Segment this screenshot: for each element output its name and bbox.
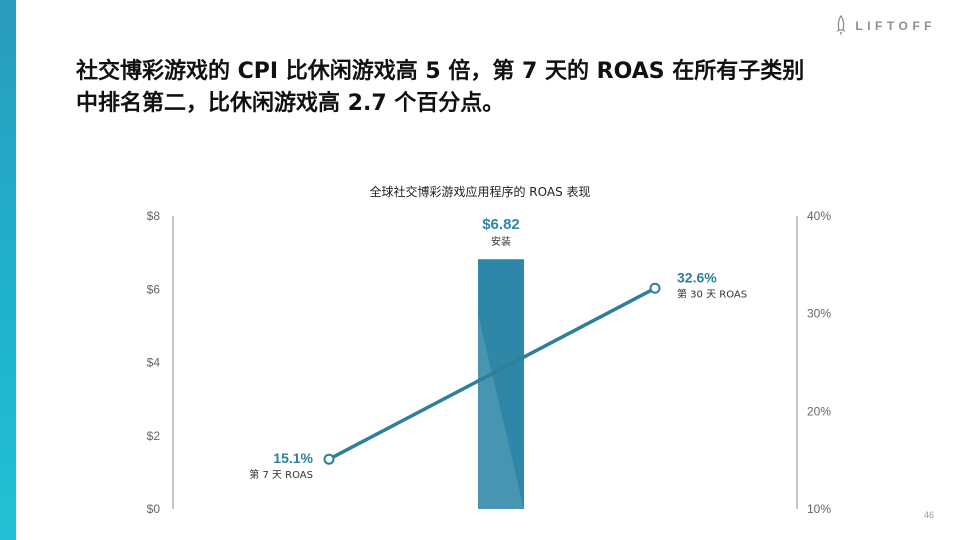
roas-day30-sub-label: 第 30 天 ROAS (677, 287, 747, 300)
liftoff-logo: LIFTOFF (835, 14, 936, 38)
page-headline: 社交博彩游戏的 CPI 比休闲游戏高 5 倍，第 7 天的 ROAS 在所有子类… (76, 56, 936, 120)
left-axis-tick-label: $0 (147, 502, 161, 516)
roas-day7-sub-label: 第 7 天 ROAS (249, 468, 313, 481)
roas-point (323, 453, 335, 465)
right-axis-tick-label: 20% (807, 404, 831, 418)
rocket-icon (836, 15, 846, 36)
headline-line-2: 中排名第二，比休闲游戏高 2.7 个百分点。 (76, 91, 505, 116)
left-axis-tick-label: $2 (147, 429, 161, 443)
chart-title: 全球社交博彩游戏应用程序的 ROAS 表现 (369, 185, 591, 199)
install-cost-bar (478, 259, 524, 509)
left-axis-tick-label: $8 (147, 209, 161, 223)
bar-value-label: $6.82 (482, 216, 520, 233)
right-axis-tick-label: 30% (807, 307, 831, 321)
bar-shading (478, 314, 524, 509)
roas-line (327, 286, 657, 461)
brand-sidebar (0, 0, 16, 540)
right-axis-tick-label: 40% (807, 209, 831, 223)
page-number: 46 (923, 510, 934, 520)
logo-wordmark: LIFTOFF (855, 19, 936, 33)
roas-point (649, 282, 661, 294)
left-axis-tick-label: $4 (147, 356, 161, 370)
bar-sub-label: 安装 (491, 235, 511, 248)
right-axis-tick-label: 10% (807, 502, 831, 516)
roas-day7-value-label: 15.1% (273, 450, 313, 466)
headline-line-1: 社交博彩游戏的 CPI 比休闲游戏高 5 倍，第 7 天的 ROAS 在所有子类… (76, 59, 805, 84)
left-axis-tick-label: $6 (147, 282, 161, 296)
roas-day30-value-label: 32.6% (677, 269, 717, 285)
